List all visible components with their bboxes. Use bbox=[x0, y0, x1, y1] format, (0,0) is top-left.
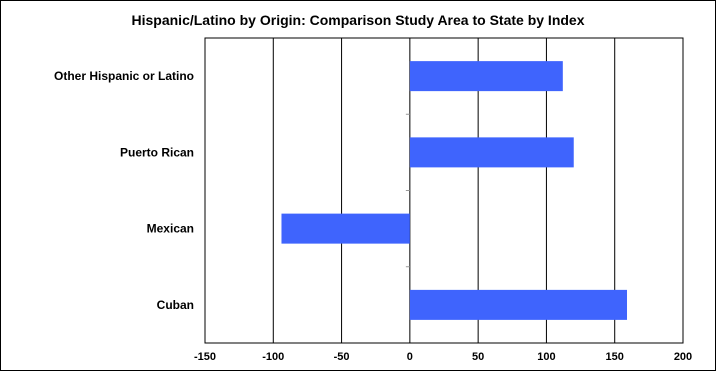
bar bbox=[409, 61, 563, 92]
x-tick-label: 100 bbox=[537, 351, 555, 363]
x-tick-label: -150 bbox=[194, 351, 216, 363]
category-label: Other Hispanic or Latino bbox=[54, 69, 194, 83]
category-label: Cuban bbox=[157, 298, 194, 312]
category-labels: Other Hispanic or Latino Puerto Rican Mexi… bbox=[54, 69, 194, 312]
x-axis-tick-labels: -150 -100 -50 0 50 100 150 200 bbox=[194, 351, 692, 363]
x-tick-label: -50 bbox=[334, 351, 350, 363]
category-label: Mexican bbox=[147, 222, 194, 236]
x-tick-label: 200 bbox=[674, 351, 692, 363]
bar bbox=[281, 213, 410, 244]
x-tick-label: 0 bbox=[407, 351, 413, 363]
x-tick-label: 150 bbox=[606, 351, 624, 363]
category-label: Puerto Rican bbox=[120, 145, 194, 159]
bar bbox=[409, 289, 628, 320]
x-tick-label: -100 bbox=[262, 351, 284, 363]
bar bbox=[409, 137, 574, 168]
bars bbox=[281, 61, 628, 320]
chart-title: Hispanic/Latino by Origin: Comparison St… bbox=[132, 12, 585, 28]
x-tick-label: 50 bbox=[472, 351, 484, 363]
